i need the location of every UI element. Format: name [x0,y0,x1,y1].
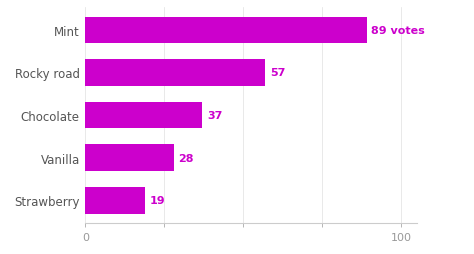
Text: 89 votes: 89 votes [371,26,425,36]
Bar [85,145,174,171]
Bar [85,18,366,44]
Bar [85,187,146,214]
Text: 19: 19 [150,196,166,205]
Bar [85,102,202,129]
Bar [85,60,265,86]
Text: 28: 28 [179,153,194,163]
Text: 57: 57 [270,68,285,78]
Text: 37: 37 [207,110,222,121]
